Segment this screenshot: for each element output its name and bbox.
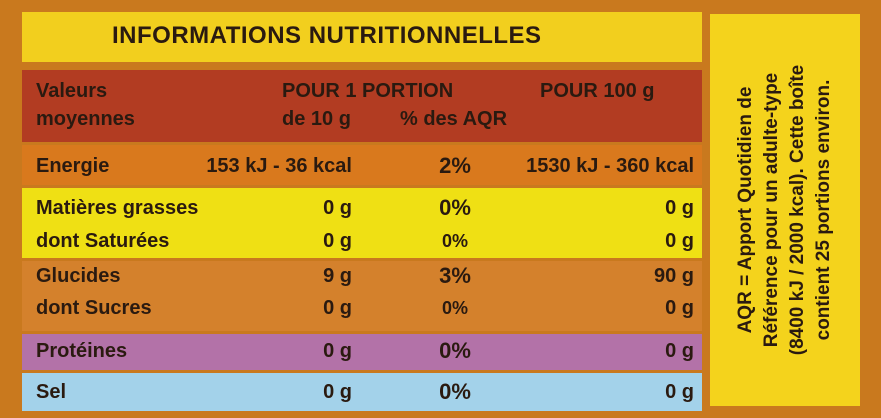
- row-label: Energie: [36, 155, 110, 177]
- protein-band: [22, 334, 702, 370]
- row-label: Protéines: [36, 340, 128, 362]
- per-portion: 9 g: [323, 265, 352, 287]
- aqr-percent: 0%: [439, 379, 471, 404]
- aqr-percent: 3%: [439, 263, 471, 288]
- aqr-percent: 0%: [439, 338, 471, 363]
- note-line: AQR = Apport Quotidien de: [735, 86, 756, 334]
- per-100g: 0 g: [665, 230, 694, 252]
- per-100g: 0 g: [665, 197, 694, 219]
- title-band: INFORMATIONS NUTRITIONNELLES: [22, 12, 702, 62]
- carb-band: [22, 261, 702, 331]
- aqr-percent: 0%: [439, 195, 471, 220]
- row-label: dont Sucres: [36, 297, 152, 319]
- head-band: [22, 70, 702, 142]
- per-portion: 0 g: [323, 297, 352, 319]
- per-100g: 1530 kJ - 360 kcal: [526, 155, 694, 177]
- per-portion: 0 g: [323, 230, 352, 252]
- note-line: (8400 kJ / 2000 kcal). Cette boîte: [787, 64, 808, 356]
- head-label: Valeurs: [36, 80, 108, 102]
- per-portion: 153 kJ - 36 kcal: [206, 155, 352, 177]
- note-line: Référence pour un adulte-type: [761, 72, 782, 348]
- aqr-percent: 0%: [441, 298, 469, 318]
- energy-band: [22, 145, 702, 185]
- fat-band: [22, 188, 702, 258]
- row-label: Sel: [36, 381, 67, 403]
- per-portion: 0 g: [323, 381, 352, 403]
- per-100g: 0 g: [665, 381, 694, 403]
- salt-band: [22, 373, 702, 411]
- row-label: Glucides: [36, 265, 121, 287]
- note: AQR = Apport Quotidien de Référence pour …: [733, 20, 837, 400]
- row-label: dont Saturées: [36, 230, 170, 252]
- head-per100: POUR 100 g: [540, 80, 655, 102]
- head-portion: POUR 1 PORTION: [282, 80, 454, 102]
- row-label: Matières grasses: [36, 197, 199, 219]
- aqr-percent: 0%: [441, 231, 469, 251]
- note-line: contient 25 portions environ.: [813, 79, 834, 341]
- per-portion: 0 g: [323, 340, 352, 362]
- head-label: moyennes: [36, 108, 135, 130]
- head-portion-size: de 10 g: [282, 108, 351, 130]
- note-box: AQR = Apport Quotidien de Référence pour …: [710, 14, 860, 406]
- per-portion: 0 g: [323, 197, 352, 219]
- title: INFORMATIONS NUTRITIONNELLES: [112, 22, 542, 49]
- head-aqr: % des AQR: [400, 108, 508, 130]
- aqr-percent: 2%: [439, 153, 471, 178]
- per-100g: 0 g: [665, 297, 694, 319]
- per-100g: 0 g: [665, 340, 694, 362]
- per-100g: 90 g: [653, 265, 694, 287]
